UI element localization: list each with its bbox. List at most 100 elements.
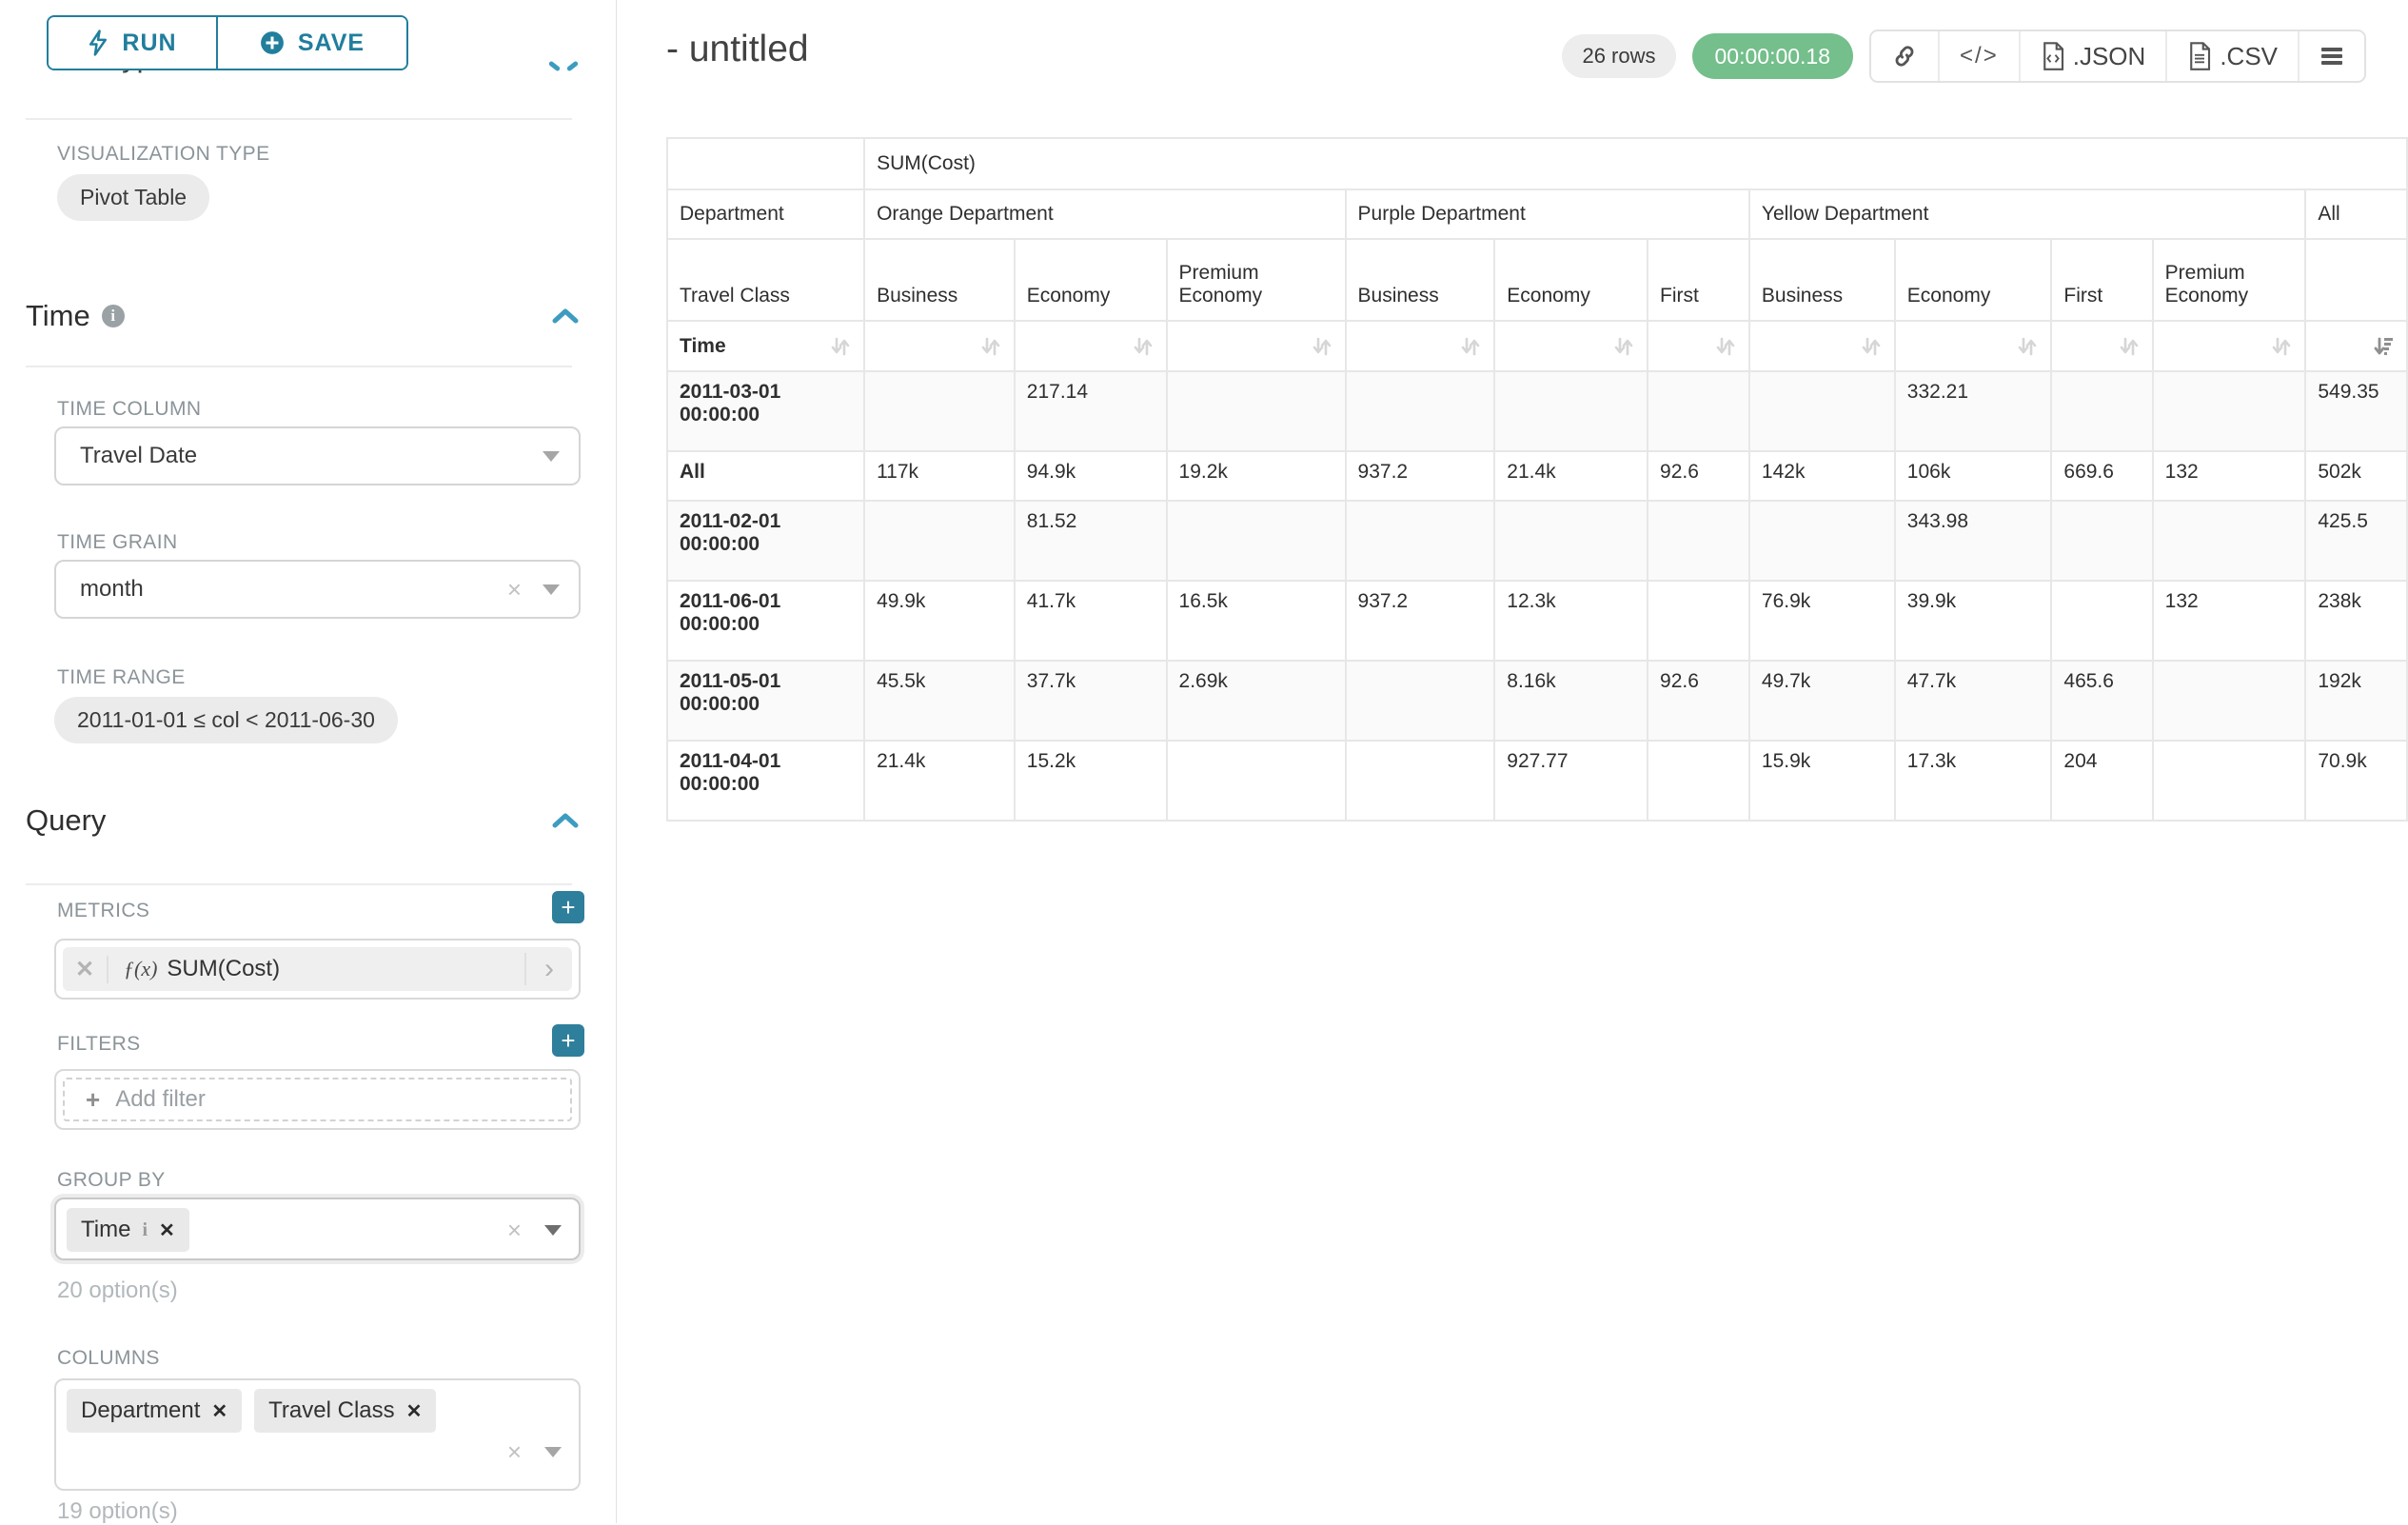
- column-sort-header[interactable]: [865, 322, 1014, 370]
- menu-button[interactable]: [2299, 31, 2364, 81]
- time-range-pill[interactable]: 2011-01-01 ≤ col < 2011-06-30: [54, 697, 398, 743]
- sort-icon[interactable]: [2016, 335, 2039, 358]
- chart-title[interactable]: - untitled: [666, 29, 809, 69]
- pivot-value-cell: 15.2k: [1015, 742, 1166, 820]
- view-query-button[interactable]: </>: [1940, 31, 2021, 81]
- columns-select[interactable]: Department ✕ Travel Class ✕ ×: [54, 1378, 581, 1491]
- column-sort-header[interactable]: [1346, 322, 1494, 370]
- time-sort-header[interactable]: Time: [668, 322, 864, 370]
- pivot-value-cell: [1648, 742, 1748, 820]
- pivot-value-cell: 465.6: [2052, 662, 2152, 740]
- sort-icon[interactable]: [1860, 335, 1883, 358]
- clear-icon[interactable]: ×: [506, 574, 522, 604]
- pivot-value-cell: 49.9k: [865, 582, 1014, 660]
- pivot-value-cell: 76.9k: [1749, 582, 1894, 660]
- pivot-value-cell: 106k: [1895, 452, 2051, 500]
- column-sort-header[interactable]: [1495, 322, 1648, 370]
- row-header-cell: 2011-02-01 00:00:00: [668, 502, 864, 580]
- metrics-label: METRICS: [57, 900, 150, 921]
- sort-icon[interactable]: [1311, 335, 1333, 358]
- info-icon[interactable]: i: [142, 1218, 148, 1240]
- column-sort-header[interactable]: [1167, 322, 1345, 370]
- row-header-cell: 2011-06-01 00:00:00: [668, 582, 864, 660]
- visualization-type-pill[interactable]: Pivot Table: [57, 174, 210, 221]
- sort-icon[interactable]: [1132, 335, 1155, 358]
- run-button[interactable]: RUN: [49, 17, 218, 69]
- columns-options-hint: 19 option(s): [57, 1498, 178, 1524]
- pivot-value-cell: 502k: [2306, 452, 2406, 500]
- sort-icon[interactable]: [1714, 335, 1737, 358]
- chevron-up-icon[interactable]: [551, 811, 580, 830]
- pivot-value-cell: 937.2: [1346, 452, 1494, 500]
- pivot-value-cell: [1167, 502, 1345, 580]
- info-icon[interactable]: i: [101, 305, 125, 327]
- clear-icon[interactable]: ×: [506, 1216, 522, 1244]
- remove-chip-icon[interactable]: ✕: [159, 1219, 175, 1241]
- pivot-value-cell: 37.7k: [1015, 662, 1166, 740]
- pivot-value-cell: 12.3k: [1495, 582, 1648, 660]
- metric-header-cell: SUM(Cost): [865, 139, 2406, 188]
- pivot-value-cell: 49.7k: [1749, 662, 1894, 740]
- column-sort-header[interactable]: [2052, 322, 2152, 370]
- group-by-options-hint: 20 option(s): [57, 1277, 178, 1303]
- link-icon: [1895, 46, 1914, 67]
- column-sort-header[interactable]: [1015, 322, 1166, 370]
- export-json-label: .JSON: [2072, 41, 2146, 70]
- chevron-up-icon[interactable]: [551, 307, 580, 326]
- sort-icon[interactable]: [1459, 335, 1482, 358]
- export-csv-button[interactable]: .CSV: [2167, 31, 2299, 81]
- pivot-value-cell: [2052, 372, 2152, 450]
- chevron-right-icon[interactable]: ›: [524, 953, 572, 985]
- pivot-value-cell: [1749, 502, 1894, 580]
- add-filter-button[interactable]: + Add filter: [63, 1078, 572, 1121]
- export-json-button[interactable]: .JSON: [2021, 31, 2168, 81]
- sort-icon[interactable]: [2118, 335, 2141, 358]
- pivot-value-cell: 217.14: [1015, 372, 1166, 450]
- column-sort-header[interactable]: [2306, 322, 2406, 370]
- sort-icon[interactable]: [1612, 335, 1635, 358]
- pivot-value-cell: [1346, 372, 1494, 450]
- plus-circle-icon: [260, 31, 284, 54]
- pivot-table: SUM(Cost) Department Orange Department Purp…: [666, 137, 2408, 822]
- sort-desc-active-icon[interactable]: [2372, 335, 2395, 358]
- sort-icon[interactable]: [829, 335, 852, 358]
- add-metric-button[interactable]: +: [552, 891, 584, 923]
- pivot-value-cell: [2153, 372, 2305, 450]
- code-icon: </>: [1960, 43, 1999, 69]
- pivot-value-cell: 425.5: [2306, 502, 2406, 580]
- pivot-value-cell: [1648, 502, 1748, 580]
- pivot-value-cell: 92.6: [1648, 662, 1748, 740]
- selected-option-chip[interactable]: Time i ✕: [67, 1208, 189, 1252]
- group-by-select[interactable]: Time i ✕ ×: [54, 1198, 581, 1260]
- remove-metric-icon[interactable]: ✕: [63, 955, 109, 983]
- time-column-select[interactable]: Travel Date: [54, 426, 581, 485]
- remove-chip-icon[interactable]: ✕: [405, 1400, 423, 1422]
- pivot-value-cell: 132: [2153, 452, 2305, 500]
- department-group-header: Purple Department: [1346, 190, 1748, 238]
- selected-option-chip[interactable]: Travel Class ✕: [254, 1389, 437, 1433]
- travel-class-dim-cell: Travel Class: [668, 240, 864, 320]
- pivot-value-cell: [865, 502, 1014, 580]
- sort-icon[interactable]: [979, 335, 1002, 358]
- clear-icon[interactable]: ×: [506, 1437, 522, 1466]
- add-filter-plus-button[interactable]: +: [552, 1024, 584, 1057]
- sort-icon[interactable]: [2270, 335, 2293, 358]
- column-sort-header[interactable]: [1749, 322, 1894, 370]
- time-grain-select[interactable]: month ×: [54, 560, 581, 619]
- column-sort-header[interactable]: [1648, 322, 1748, 370]
- columns-label: COLUMNS: [57, 1347, 160, 1369]
- caret-down-icon: [543, 450, 560, 462]
- selected-option-chip[interactable]: Department ✕: [67, 1389, 243, 1433]
- remove-chip-icon[interactable]: ✕: [211, 1400, 228, 1422]
- metric-chip[interactable]: ✕ ƒ(x) SUM(Cost) ›: [63, 947, 572, 991]
- copy-link-button[interactable]: [1871, 31, 1941, 81]
- export-csv-label: .CSV: [2220, 41, 2278, 70]
- save-button[interactable]: SAVE: [218, 17, 406, 69]
- row-header-cell: All: [668, 452, 864, 500]
- pivot-value-cell: 70.9k: [2306, 742, 2406, 820]
- column-sort-header[interactable]: [1895, 322, 2051, 370]
- section-divider: [26, 366, 572, 367]
- chip-label: Travel Class: [268, 1397, 395, 1423]
- time-range-label: TIME RANGE: [57, 666, 186, 688]
- column-sort-header[interactable]: [2153, 322, 2305, 370]
